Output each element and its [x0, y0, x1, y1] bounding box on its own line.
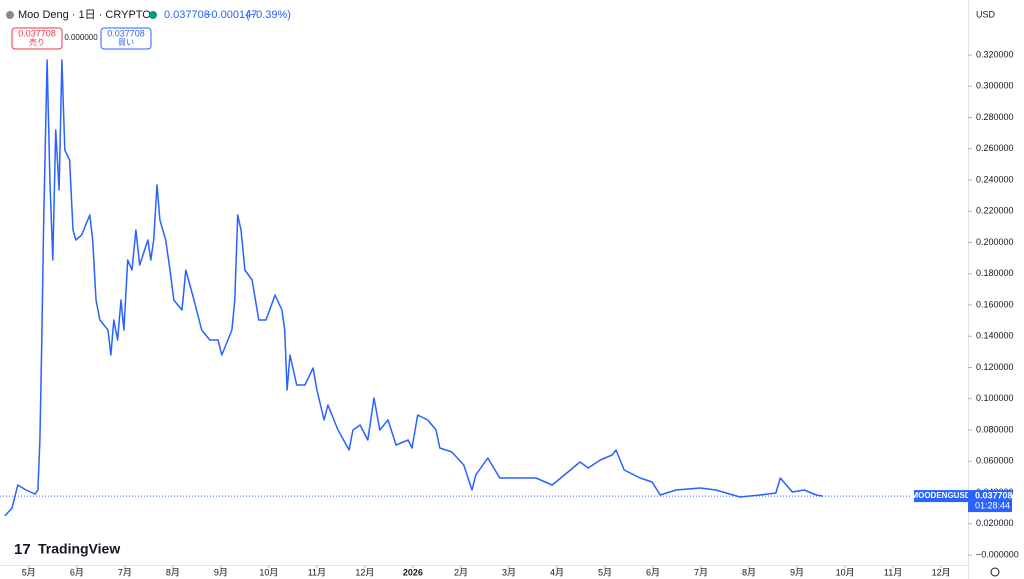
- market-status: [149, 11, 157, 19]
- y-tick-label: 0.140000: [976, 331, 1014, 341]
- brand-logo: 17 TradingView: [14, 541, 120, 558]
- y-tick-label: 0.120000: [976, 362, 1014, 372]
- brand-mark: 17: [14, 541, 31, 558]
- currency[interactable]: USD: [976, 9, 996, 19]
- price-badge: [968, 490, 1012, 513]
- y-tick-label: 0.200000: [976, 237, 1014, 247]
- y-tick-label: 0.240000: [976, 174, 1014, 184]
- x-tick-label: 3月: [502, 567, 516, 577]
- y-tick-label: 0.320000: [976, 49, 1014, 59]
- y-tick-label: 0.220000: [976, 206, 1014, 216]
- x-tick-label: 10月: [836, 567, 855, 577]
- x-tick-label: 5月: [22, 567, 36, 577]
- symbol-title: Moo Deng · 1日 · CRYPTO: [18, 9, 151, 21]
- x-tick-label: 6月: [646, 567, 660, 577]
- x-tick-label: 7月: [118, 567, 132, 577]
- brand: TradingView: [38, 541, 120, 557]
- y-tick-label: −0.000000: [976, 549, 1019, 559]
- x-tick-label: 11月: [884, 567, 902, 577]
- countdown: 01:28:44: [975, 500, 1010, 510]
- y-tick-label: 0.280000: [976, 112, 1014, 122]
- x-tick-label: 8月: [166, 567, 180, 577]
- y-tick-label: 0.080000: [976, 424, 1014, 434]
- x-tick-label: 12月: [355, 567, 374, 577]
- x-tick-label: 12月: [932, 567, 951, 577]
- price-line: [4, 59, 824, 517]
- y-tick-label: 0.180000: [976, 268, 1014, 278]
- y-tick-label: 0.060000: [976, 456, 1014, 466]
- last-price-label: 0.037708: [975, 490, 1013, 500]
- sell-label[interactable]: 売り: [29, 37, 45, 47]
- header-change-pct: (−0.39%): [246, 9, 291, 21]
- ticker-badge: [914, 490, 968, 503]
- sell-button[interactable]: [11, 27, 63, 50]
- x-tick-label: 6月: [70, 567, 84, 577]
- symbol-icon: [6, 11, 14, 19]
- x-tick-label: 2026: [403, 567, 423, 577]
- x-tick-label: 2月: [454, 567, 468, 577]
- x-tick-label: 9月: [214, 567, 228, 577]
- header-change: −0.000147: [205, 9, 257, 21]
- y-tick-label: 0.100000: [976, 393, 1014, 403]
- sell-price[interactable]: 0.037708: [18, 28, 56, 38]
- x-tick-label: 10月: [259, 567, 278, 577]
- buy-label[interactable]: 買い: [118, 38, 134, 47]
- x-tick-label: 9月: [790, 567, 804, 577]
- x-tick-label: 5月: [598, 567, 612, 577]
- ticker: MOODENGUSD: [911, 491, 970, 500]
- header-price: 0.037708: [164, 9, 210, 21]
- x-tick-label: 7月: [694, 567, 708, 577]
- y-tick-label: 0.260000: [976, 143, 1014, 153]
- y-tick-label: 0.020000: [976, 518, 1014, 528]
- buy-price[interactable]: 0.037708: [107, 28, 145, 38]
- y-tick-label: 0.160000: [976, 299, 1014, 309]
- x-tick-label: 11月: [308, 567, 326, 577]
- settings-icon[interactable]: [990, 567, 1000, 577]
- plot-area: [0, 59, 968, 517]
- spread: 0.000000: [64, 33, 98, 42]
- buy-button[interactable]: [100, 27, 152, 50]
- y-tick-label: 0.300000: [976, 81, 1014, 91]
- header: Moo Deng · 1日 · CRYPTO 0.037708 −0.00014…: [6, 9, 291, 50]
- x-tick-label: 4月: [550, 567, 564, 577]
- x-tick-label: 8月: [742, 567, 756, 577]
